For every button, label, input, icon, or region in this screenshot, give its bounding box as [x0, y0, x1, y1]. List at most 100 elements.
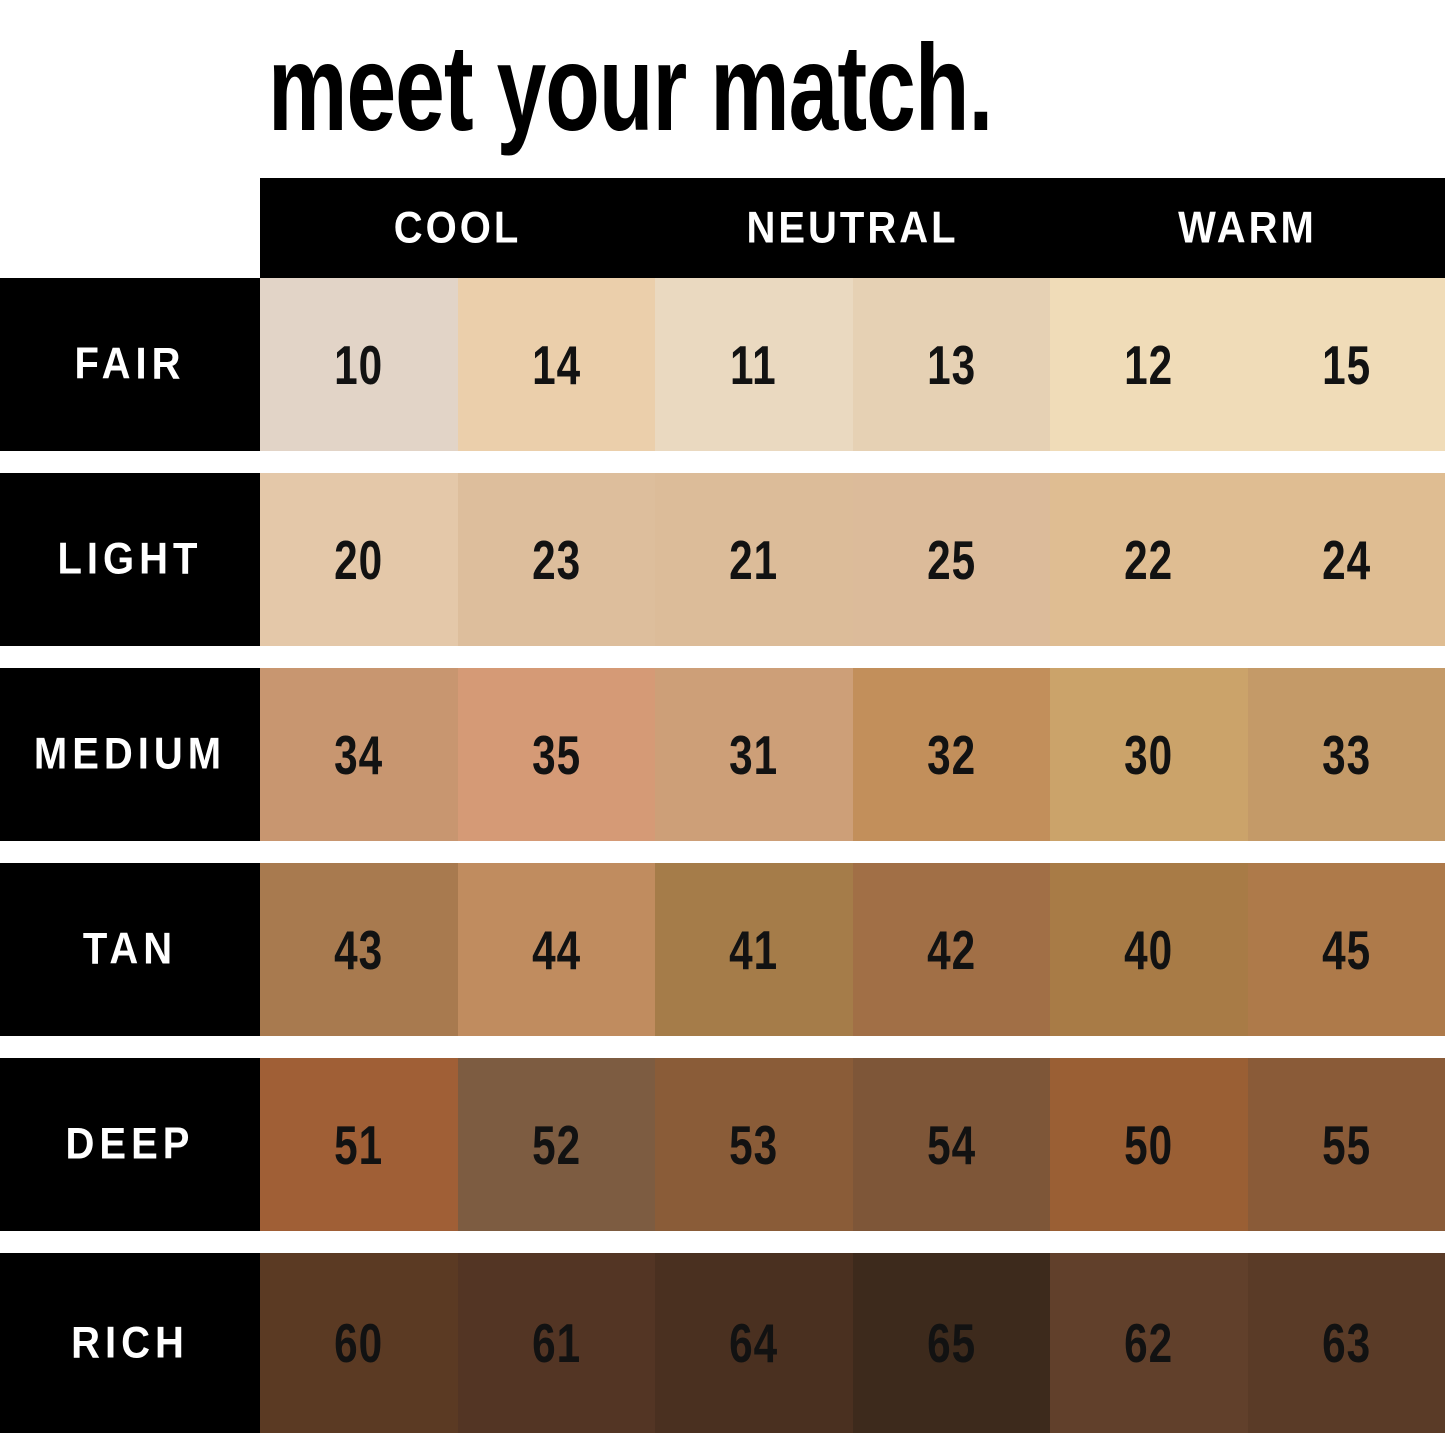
- shade-number: 45: [1321, 918, 1371, 981]
- shade-swatch[interactable]: 61: [457, 1253, 655, 1433]
- shade-number: 10: [334, 333, 384, 396]
- shade-swatch[interactable]: 33: [1247, 668, 1445, 841]
- shade-swatch[interactable]: 54: [852, 1058, 1050, 1231]
- shade-number: 12: [1124, 333, 1174, 396]
- shade-swatch[interactable]: 10: [260, 278, 458, 451]
- row-label-text: TAN: [82, 924, 178, 974]
- shade-number: 23: [531, 528, 581, 591]
- shade-grid: FAIR 10 14 11 13 12 15 LIGHT 20 23 21 25 22 24 MEDIUM 3…: [0, 278, 1445, 1433]
- shade-swatch[interactable]: 40: [1050, 863, 1248, 1036]
- title-bar: meet your match.: [0, 0, 1445, 178]
- shade-number: 35: [531, 723, 581, 786]
- shade-number: 32: [926, 723, 976, 786]
- shade-number: 54: [926, 1113, 976, 1176]
- swatch-strip: 34 35 31 32 30 33: [260, 668, 1445, 841]
- shade-row: MEDIUM 34 35 31 32 30 33: [0, 668, 1445, 841]
- shade-swatch[interactable]: 65: [852, 1253, 1050, 1433]
- undertone-header-neutral: NEUTRAL: [746, 202, 959, 253]
- shade-number: 40: [1124, 918, 1174, 981]
- shade-number: 52: [531, 1113, 581, 1176]
- row-label-text: DEEP: [65, 1119, 195, 1169]
- shade-number: 14: [531, 333, 581, 396]
- shade-row: RICH 60 61 64 65 62 63: [0, 1253, 1445, 1433]
- shade-swatch[interactable]: 23: [457, 473, 655, 646]
- shade-number: 31: [729, 723, 779, 786]
- shade-swatch[interactable]: 51: [260, 1058, 458, 1231]
- shade-swatch[interactable]: 32: [852, 668, 1050, 841]
- shade-swatch[interactable]: 25: [852, 473, 1050, 646]
- shade-swatch[interactable]: 64: [655, 1253, 853, 1433]
- shade-swatch[interactable]: 43: [260, 863, 458, 1036]
- shade-swatch[interactable]: 24: [1247, 473, 1445, 646]
- row-label-deep: DEEP: [0, 1058, 260, 1231]
- shade-number: 11: [730, 333, 778, 396]
- shade-number: 41: [729, 918, 779, 981]
- shade-row: FAIR 10 14 11 13 12 15: [0, 278, 1445, 451]
- shade-number: 34: [334, 723, 384, 786]
- shade-number: 30: [1124, 723, 1174, 786]
- shade-number: 25: [926, 528, 976, 591]
- shade-number: 64: [729, 1312, 779, 1374]
- shade-swatch[interactable]: 13: [852, 278, 1050, 451]
- shade-row: DEEP 51 52 53 54 50 55: [0, 1058, 1445, 1231]
- row-label-text: RICH: [71, 1317, 189, 1368]
- shade-number: 60: [334, 1312, 384, 1374]
- row-label-text: LIGHT: [57, 534, 203, 584]
- shade-swatch[interactable]: 55: [1247, 1058, 1445, 1231]
- shade-swatch[interactable]: 34: [260, 668, 458, 841]
- shade-swatch[interactable]: 21: [655, 473, 853, 646]
- row-label-medium: MEDIUM: [0, 668, 260, 841]
- shade-swatch[interactable]: 60: [260, 1253, 458, 1433]
- row-label-text: MEDIUM: [33, 729, 227, 779]
- swatch-strip: 51 52 53 54 50 55: [260, 1058, 1445, 1231]
- shade-number: 50: [1124, 1113, 1174, 1176]
- swatch-strip: 43 44 41 42 40 45: [260, 863, 1445, 1036]
- shade-swatch[interactable]: 14: [457, 278, 655, 451]
- shade-number: 13: [926, 333, 976, 396]
- swatch-strip: 20 23 21 25 22 24: [260, 473, 1445, 646]
- shade-swatch[interactable]: 11: [655, 278, 853, 451]
- undertone-header-cool: COOL: [393, 202, 522, 253]
- shade-swatch[interactable]: 53: [655, 1058, 853, 1231]
- shade-number: 21: [729, 528, 779, 591]
- shade-number: 43: [334, 918, 384, 981]
- shade-number: 33: [1321, 723, 1371, 786]
- shade-number: 20: [334, 528, 384, 591]
- shade-number: 22: [1124, 528, 1174, 591]
- shade-number: 51: [334, 1113, 384, 1176]
- shade-number: 65: [926, 1312, 976, 1374]
- shade-swatch[interactable]: 45: [1247, 863, 1445, 1036]
- swatch-strip: 10 14 11 13 12 15: [260, 278, 1445, 451]
- shade-swatch[interactable]: 62: [1050, 1253, 1248, 1433]
- shade-row: LIGHT 20 23 21 25 22 24: [0, 473, 1445, 646]
- row-label-text: FAIR: [74, 339, 186, 389]
- row-label-fair: FAIR: [0, 278, 260, 451]
- shade-swatch[interactable]: 63: [1247, 1253, 1445, 1433]
- shade-swatch[interactable]: 42: [852, 863, 1050, 1036]
- row-label-tan: TAN: [0, 863, 260, 1036]
- shade-swatch[interactable]: 44: [457, 863, 655, 1036]
- shade-number: 15: [1321, 333, 1371, 396]
- shade-number: 44: [531, 918, 581, 981]
- shade-swatch[interactable]: 31: [655, 668, 853, 841]
- shade-swatch[interactable]: 22: [1050, 473, 1248, 646]
- shade-swatch[interactable]: 20: [260, 473, 458, 646]
- swatch-strip: 60 61 64 65 62 63: [260, 1253, 1445, 1433]
- shade-swatch[interactable]: 30: [1050, 668, 1248, 841]
- undertone-header-band: COOL NEUTRAL WARM: [260, 178, 1445, 278]
- shade-swatch[interactable]: 15: [1247, 278, 1445, 451]
- shade-number: 53: [729, 1113, 779, 1176]
- shade-swatch[interactable]: 35: [457, 668, 655, 841]
- shade-number: 63: [1321, 1312, 1371, 1374]
- shade-number: 55: [1321, 1113, 1371, 1176]
- row-label-rich: RICH: [0, 1253, 260, 1433]
- row-label-light: LIGHT: [0, 473, 260, 646]
- shade-number: 24: [1321, 528, 1371, 591]
- shade-swatch[interactable]: 50: [1050, 1058, 1248, 1231]
- shade-swatch[interactable]: 52: [457, 1058, 655, 1231]
- shade-swatch[interactable]: 41: [655, 863, 853, 1036]
- shade-swatch[interactable]: 12: [1050, 278, 1248, 451]
- undertone-header-warm: WARM: [1178, 202, 1317, 253]
- shade-number: 61: [531, 1312, 581, 1374]
